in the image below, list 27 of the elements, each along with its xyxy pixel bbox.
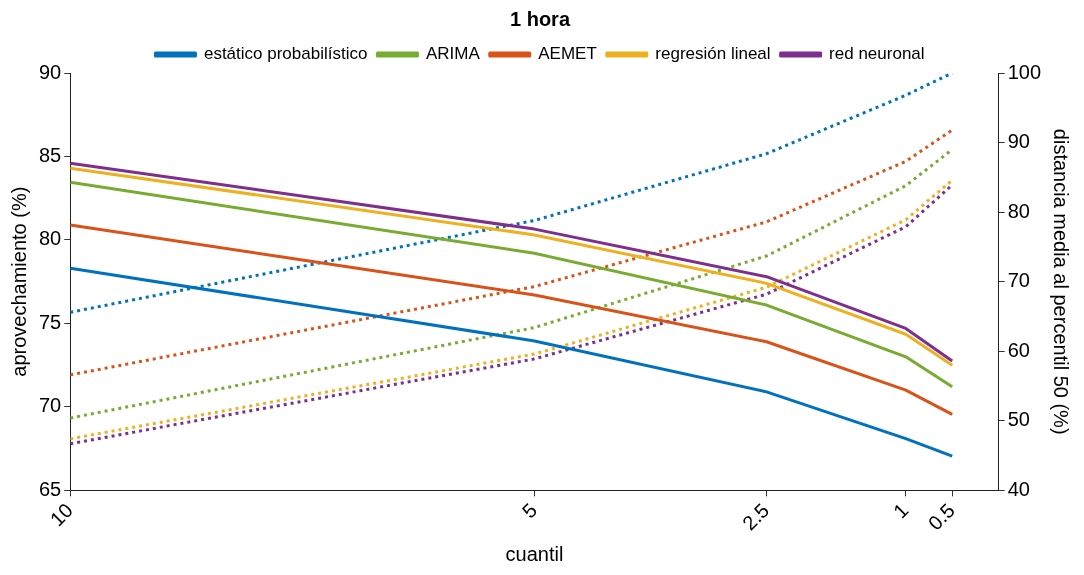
x-tick-label: 0.5 <box>923 499 959 535</box>
y-tick-label: 65 <box>39 477 62 500</box>
y2-axis-title: distancia media al percentil 50 (%) <box>1050 128 1073 435</box>
y2-tick-label: 40 <box>1007 477 1030 500</box>
y2-tick-label: 100 <box>1007 60 1042 83</box>
y-axis-title: aprovechamiento (%) <box>7 186 30 377</box>
y2-tick-label: 70 <box>1007 269 1030 292</box>
legend-label: red neuronal <box>829 44 925 64</box>
legend-label: AEMET <box>538 44 597 64</box>
legend-label: ARIMA <box>425 44 481 64</box>
x-tick-label: 1 <box>889 499 913 523</box>
x-tick-label: 2.5 <box>738 499 774 535</box>
y-tick-label: 85 <box>39 143 62 166</box>
x-axis-title: cuantil <box>505 542 564 565</box>
y2-tick-label: 60 <box>1007 338 1030 361</box>
y-tick-label: 80 <box>39 227 62 250</box>
y2-tick-label: 80 <box>1007 199 1030 222</box>
x-tick-label: 5 <box>517 499 542 523</box>
legend-label: estático probabilístico <box>203 44 368 64</box>
y-tick-label: 70 <box>39 394 62 417</box>
y-tick-label: 75 <box>39 310 62 333</box>
y-tick-label: 90 <box>39 60 62 83</box>
y2-tick-label: 50 <box>1007 408 1030 431</box>
y2-tick-label: 90 <box>1007 130 1030 153</box>
x-tick-label: 10 <box>45 499 77 531</box>
chart-title: 1 hora <box>509 7 571 30</box>
legend-label: regresión lineal <box>655 44 771 64</box>
